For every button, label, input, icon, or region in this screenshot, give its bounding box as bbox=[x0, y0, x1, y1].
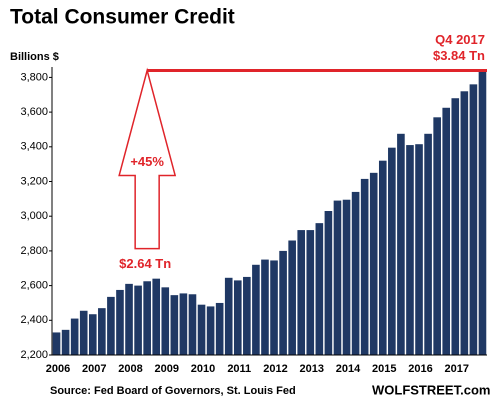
bar bbox=[125, 283, 133, 355]
bar bbox=[152, 278, 161, 355]
y-tick-label: 3,200 bbox=[20, 175, 48, 187]
bar bbox=[360, 178, 369, 355]
bar bbox=[107, 296, 115, 355]
bar bbox=[215, 302, 224, 355]
bar bbox=[270, 260, 278, 355]
bar bbox=[52, 332, 61, 355]
arrow bbox=[118, 67, 177, 250]
bar bbox=[116, 289, 124, 355]
bar bbox=[288, 240, 296, 355]
bar bbox=[233, 280, 242, 355]
bar bbox=[224, 277, 233, 355]
watermark: WOLFSTREET.com bbox=[372, 382, 490, 397]
x-tick-label: 2007 bbox=[82, 363, 106, 375]
y-tick-label: 2,800 bbox=[20, 245, 48, 257]
y-tick-label: 2,400 bbox=[20, 314, 48, 326]
bar bbox=[88, 314, 97, 355]
bar bbox=[306, 230, 315, 355]
x-tick-label: 2011 bbox=[227, 363, 251, 375]
y-tick-label: 2,200 bbox=[20, 349, 48, 361]
bar bbox=[433, 117, 441, 355]
annotation: $3.84 Tn bbox=[433, 48, 485, 63]
bar bbox=[478, 70, 487, 355]
bar bbox=[188, 294, 197, 355]
bar bbox=[406, 145, 414, 355]
y-tick-label: 3,400 bbox=[20, 141, 48, 153]
y-tick-label: 2,600 bbox=[20, 280, 48, 292]
bar bbox=[243, 276, 251, 355]
bar bbox=[197, 304, 206, 355]
x-tick-label: 2010 bbox=[191, 363, 215, 375]
bar bbox=[179, 293, 188, 355]
bar bbox=[342, 199, 351, 355]
bar bbox=[143, 281, 151, 355]
x-tick-label: 2014 bbox=[336, 363, 361, 375]
bar bbox=[134, 285, 142, 355]
annotation: Q4 2017 bbox=[435, 32, 485, 47]
x-tick-label: 2015 bbox=[372, 363, 396, 375]
bar bbox=[61, 329, 70, 355]
bar bbox=[161, 287, 170, 355]
bar bbox=[469, 84, 478, 355]
x-tick-label: 2012 bbox=[263, 363, 287, 375]
bar bbox=[333, 200, 342, 355]
bar bbox=[460, 91, 469, 355]
x-tick-label: 2016 bbox=[408, 363, 432, 375]
x-tick-label: 2009 bbox=[155, 363, 179, 375]
bar bbox=[451, 98, 460, 355]
chart-title: Total Consumer Credit bbox=[10, 6, 235, 29]
bar bbox=[261, 259, 269, 355]
bar bbox=[424, 133, 432, 355]
annotation: $2.64 Tn bbox=[119, 256, 171, 271]
bar bbox=[415, 144, 423, 355]
bar bbox=[324, 211, 333, 355]
y-tick-label: 3,800 bbox=[20, 71, 48, 83]
bar bbox=[206, 306, 215, 355]
x-tick-label: 2013 bbox=[300, 363, 324, 375]
bar bbox=[351, 191, 360, 355]
bar bbox=[378, 160, 387, 355]
y-axis-label: Billions $ bbox=[10, 51, 59, 63]
x-tick-label: 2006 bbox=[46, 363, 70, 375]
bar bbox=[388, 147, 396, 355]
source: Source: Fed Board of Governors, St. Loui… bbox=[50, 385, 296, 397]
bar bbox=[70, 318, 79, 355]
bar bbox=[297, 230, 306, 355]
annotation: +45% bbox=[130, 154, 164, 169]
bar bbox=[397, 133, 405, 355]
x-tick-label: 2017 bbox=[445, 363, 469, 375]
bar bbox=[98, 308, 106, 355]
x-tick-label: 2008 bbox=[118, 363, 142, 375]
bar bbox=[79, 310, 88, 355]
bar bbox=[442, 107, 451, 355]
y-tick-label: 3,000 bbox=[20, 210, 48, 222]
bar bbox=[315, 223, 324, 355]
bar bbox=[252, 264, 260, 355]
bar bbox=[369, 172, 378, 355]
bar bbox=[279, 250, 287, 355]
y-tick-label: 3,600 bbox=[20, 106, 48, 118]
bar bbox=[170, 295, 179, 355]
